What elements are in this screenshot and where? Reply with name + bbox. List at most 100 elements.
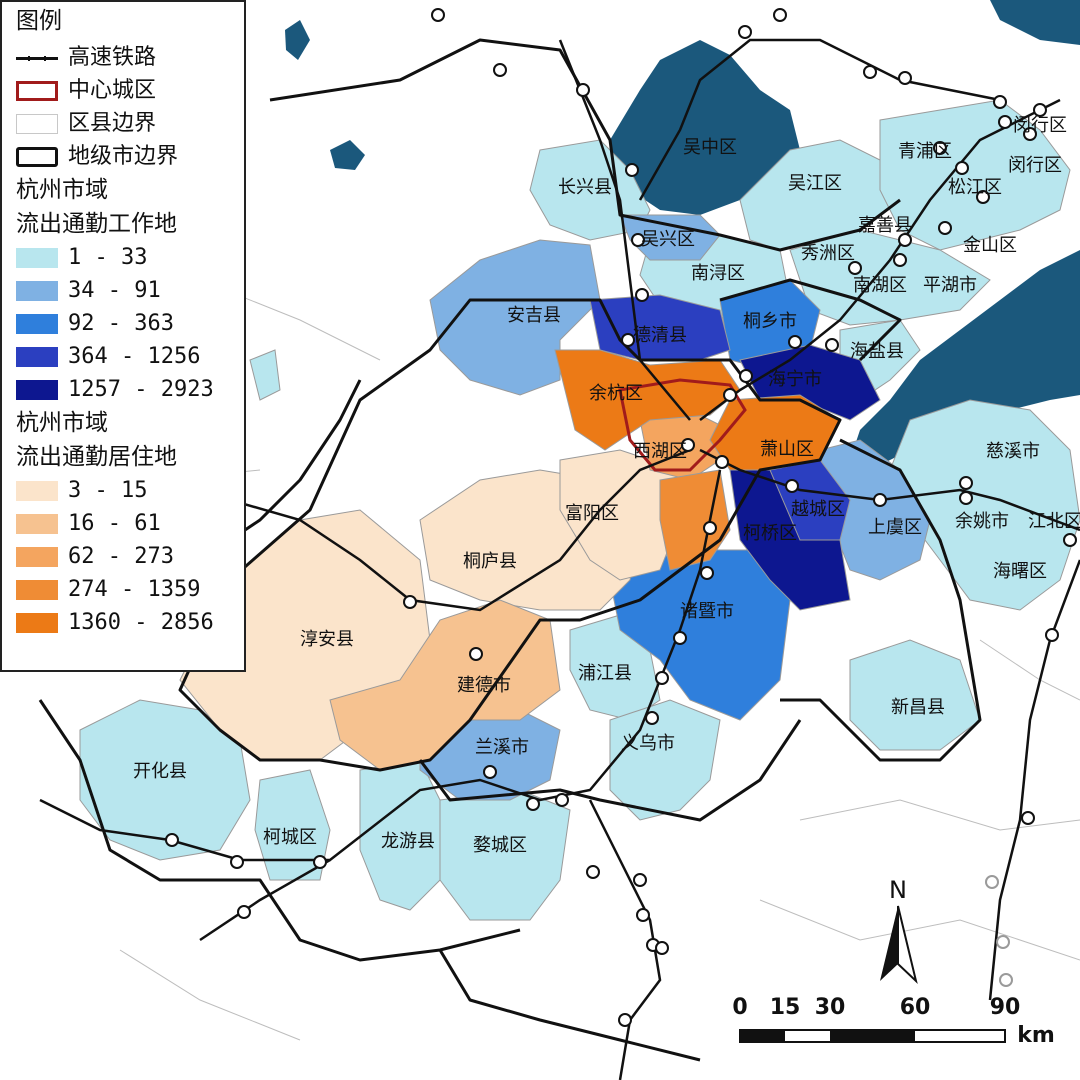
rail-hangzhou-huangshan <box>179 448 691 612</box>
rail-west <box>199 858 331 942</box>
work-class-label: 364 - 1256 <box>68 343 201 369</box>
work-class-label: 34 - 91 <box>68 277 161 303</box>
label-jinshan: 金山区 <box>963 235 1017 256</box>
region-fuyang <box>559 449 681 581</box>
label-xihu: 西湖区 <box>633 441 687 462</box>
label-changxing: 长兴县 <box>558 177 612 198</box>
label-xinchang: 新昌县 <box>891 697 945 718</box>
work-swatch-1 <box>16 247 58 268</box>
label-jiangbei: 江北区 <box>1028 511 1080 532</box>
boundary-south <box>438 949 701 1062</box>
scale-tick-15: 15 <box>770 995 801 1020</box>
legend-item-rail: 高速铁路 <box>16 41 234 74</box>
home-swatch-5 <box>16 612 58 633</box>
region-keqiao <box>729 469 851 611</box>
scale-tick-60: 60 <box>900 995 931 1020</box>
label-yuyao: 余姚市 <box>955 511 1009 532</box>
legend-title: 图例 <box>16 8 62 34</box>
label-kecheng: 柯城区 <box>263 827 317 848</box>
label-minhang: 闵行区 <box>1013 115 1067 136</box>
rail-symbol-icon <box>16 48 58 68</box>
legend-item-label: 中心城区 <box>68 77 157 103</box>
legend-home-heading-2: 流出通勤居住地 <box>16 443 177 470</box>
boundary-north <box>269 38 901 252</box>
legend-work-class: 364 - 1256 <box>16 340 234 373</box>
label-longyou: 龙游县 <box>381 831 435 852</box>
label-jiashan: 嘉善县 <box>858 215 912 236</box>
label-nanxun: 南浔区 <box>691 263 745 284</box>
county-boundary-swatch <box>16 113 58 134</box>
home-swatch-4 <box>16 579 58 600</box>
scale-tick-90: 90 <box>990 995 1021 1020</box>
label-shangyu: 上虞区 <box>868 517 922 538</box>
legend-item-county-boundary: 区县边界 <box>16 107 234 140</box>
north-label: N <box>889 876 907 904</box>
legend-home-class: 274 - 1359 <box>16 573 234 606</box>
scale-tick-30: 30 <box>815 995 846 1020</box>
scale-bar: 0 15 30 60 90 km <box>732 995 1055 1048</box>
boundary-jiaxing <box>719 278 902 362</box>
rail-shanghai-hangzhou <box>699 98 1061 421</box>
home-class-label: 16 - 61 <box>68 510 161 536</box>
scale-tick-0: 0 <box>732 995 747 1020</box>
boundary-shaoxing <box>780 438 982 762</box>
label-yuhang: 余杭区 <box>589 383 643 404</box>
label-wujiang: 吴江区 <box>788 173 842 194</box>
label-zhuji: 诸暨市 <box>680 601 734 622</box>
label-haishu: 海曙区 <box>993 561 1047 582</box>
small-lake-1 <box>330 140 365 170</box>
legend-item-central-city: 中心城区 <box>16 74 234 107</box>
label-wuzhong: 吴中区 <box>683 137 737 158</box>
region-yiwu <box>609 699 721 821</box>
label-xiaoshan: 萧山区 <box>760 439 814 460</box>
label-chunan: 淳安县 <box>300 629 354 650</box>
sea-east <box>850 250 1080 470</box>
legend-home-class: 62 - 273 <box>16 540 234 573</box>
boundary-quzhou <box>38 699 521 962</box>
region-jiande <box>329 599 561 771</box>
legend-home-class: 3 - 15 <box>16 474 234 507</box>
label-jiande: 建德市 <box>457 675 511 696</box>
label-yuecheng: 越城区 <box>791 499 845 520</box>
boundary-hangzhou <box>178 298 842 772</box>
label-wuxing: 吴兴区 <box>641 229 695 250</box>
work-swatch-4 <box>16 346 58 367</box>
label-lanxi: 兰溪市 <box>475 737 529 758</box>
label-nanhu: 南湖区 <box>853 275 907 296</box>
scale-unit: km <box>1017 1023 1055 1048</box>
region-jiaxing <box>789 229 991 326</box>
label-haining: 海宁市 <box>768 369 822 390</box>
work-class-label: 92 - 363 <box>68 310 174 336</box>
legend-work-class: 34 - 91 <box>16 274 234 307</box>
region-west-small <box>249 349 281 401</box>
label-wucheng: 婺城区 <box>473 835 527 856</box>
legend-work-class: 1 - 33 <box>16 241 234 274</box>
work-swatch-3 <box>16 313 58 334</box>
north-arrow-left <box>880 906 898 981</box>
label-songjiang: 松江区 <box>948 177 1002 198</box>
legend-home-heading-1: 杭州市域 <box>16 409 108 436</box>
rail-hangzhou-jinhua <box>39 469 722 862</box>
label-fuyang: 富阳区 <box>565 503 619 524</box>
north-arrow-right <box>897 905 918 985</box>
scale-seg-1 <box>740 1030 785 1042</box>
label-kaihua: 开化县 <box>133 761 187 782</box>
label-tongxiang: 桐乡市 <box>743 311 797 332</box>
region-kaihua <box>79 699 251 861</box>
legend-work-class: 1257 - 2923 <box>16 373 234 406</box>
legend-panel: 图例 高速铁路 中心城区 区县边界 地级市边界 杭州市域 流出通勤工作地 1 -… <box>0 0 246 672</box>
rail-east-south <box>988 559 1080 1001</box>
legend-work-heading-2: 流出通勤工作地 <box>16 210 177 237</box>
label-yiwu: 义乌市 <box>621 733 675 754</box>
label-anji: 安吉县 <box>507 305 561 326</box>
north-arrow-icon: N <box>880 876 918 985</box>
label-tonglu: 桐庐县 <box>463 551 517 572</box>
region-xinchang <box>849 639 981 751</box>
legend-work-class: 92 - 363 <box>16 307 234 340</box>
home-class-label: 62 - 273 <box>68 543 174 569</box>
legend-item-label: 地级市边界 <box>68 143 179 169</box>
label-haiyan: 海盐县 <box>850 341 904 362</box>
label-xiuzhou: 秀洲区 <box>801 243 855 264</box>
